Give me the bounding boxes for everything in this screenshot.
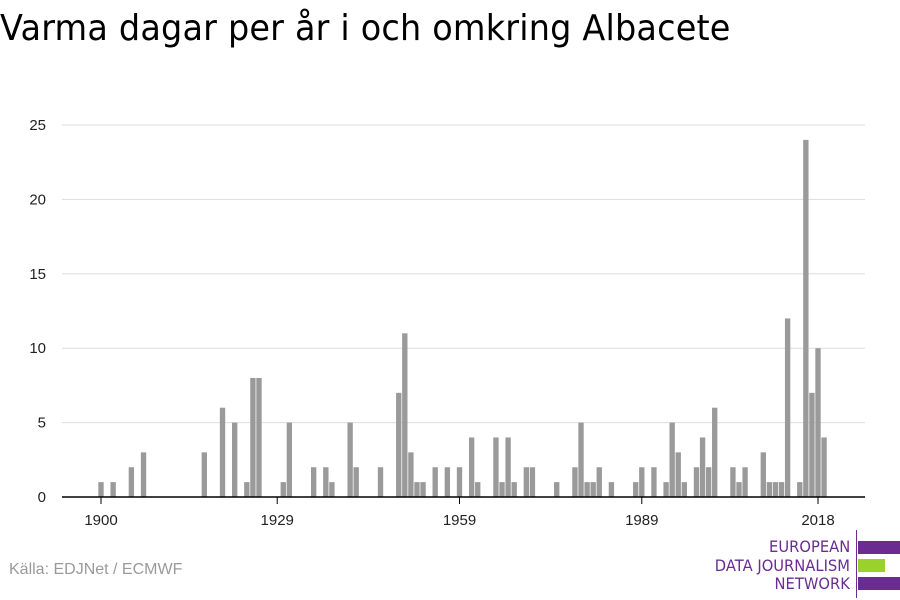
bar xyxy=(256,377,262,497)
bar xyxy=(712,407,718,497)
bar xyxy=(730,467,736,497)
logo-line-data-journalism: DATA JOURNALISM xyxy=(714,556,850,575)
bar xyxy=(250,377,256,497)
bar xyxy=(590,482,596,497)
bar xyxy=(286,422,293,497)
bar xyxy=(347,422,353,497)
bar xyxy=(803,139,809,497)
bar xyxy=(784,318,791,497)
bar xyxy=(201,452,207,497)
bar xyxy=(821,437,827,497)
bar xyxy=(809,392,815,497)
bar xyxy=(572,467,578,497)
bar xyxy=(353,467,359,497)
bar xyxy=(511,482,517,497)
bar xyxy=(444,467,451,497)
bar xyxy=(633,482,639,497)
bar xyxy=(815,348,821,497)
axes: 0 5 10 15 20 25 1900 1929 1959 1989 2018 xyxy=(29,117,865,529)
bar xyxy=(396,392,402,497)
bar xyxy=(475,482,481,497)
bar xyxy=(578,422,584,497)
bar xyxy=(280,482,286,497)
bar xyxy=(797,482,803,497)
bar xyxy=(766,482,773,497)
bar xyxy=(760,452,766,497)
bar xyxy=(529,467,536,497)
bar xyxy=(456,467,463,497)
bar xyxy=(98,482,104,497)
bars xyxy=(98,139,827,497)
bar xyxy=(493,437,499,497)
bar xyxy=(329,482,335,497)
logo-divider xyxy=(856,530,857,598)
logo-line-network: NETWORK xyxy=(774,574,850,593)
logo-bar-middle xyxy=(858,559,885,572)
bar xyxy=(420,482,426,497)
bar xyxy=(128,467,135,497)
bar xyxy=(681,482,687,497)
bar xyxy=(663,482,669,497)
x-tick-label: 1959 xyxy=(443,512,476,529)
bar xyxy=(778,482,785,497)
bar xyxy=(408,452,414,497)
gridlines xyxy=(62,124,865,424)
logo-bar-top xyxy=(858,541,900,554)
bar xyxy=(736,482,742,497)
bar xyxy=(432,467,438,497)
bar xyxy=(219,407,226,497)
x-tick-label: 1989 xyxy=(625,512,658,529)
bar xyxy=(596,467,602,497)
bar xyxy=(669,422,675,497)
y-tick-label: 0 xyxy=(38,489,46,506)
bar xyxy=(402,333,408,497)
source-note: Källa: EDJNet / ECMWF xyxy=(9,561,183,578)
bar xyxy=(693,467,700,497)
y-tick-label: 10 xyxy=(29,340,46,357)
bar xyxy=(584,482,590,497)
bar xyxy=(699,437,706,497)
logo-line-european: EUROPEAN xyxy=(768,537,850,556)
page-title: Varma dagar per år i och omkring Albacet… xyxy=(0,8,731,49)
bar xyxy=(140,452,147,497)
bar xyxy=(232,422,238,497)
bar xyxy=(468,437,475,497)
y-tick-label: 5 xyxy=(38,415,46,432)
y-tick-label: 15 xyxy=(29,266,46,283)
bar xyxy=(244,482,250,497)
bar xyxy=(310,467,317,497)
bar xyxy=(675,452,681,497)
y-tick-label: 20 xyxy=(29,191,46,208)
x-tick-label: 1900 xyxy=(84,512,117,529)
bar xyxy=(705,467,712,497)
logo-bar-bottom xyxy=(858,577,900,590)
bar xyxy=(742,467,748,497)
bar xyxy=(323,467,329,497)
bar xyxy=(499,482,505,497)
y-tick-label: 25 xyxy=(29,117,46,134)
edjnet-logo: EUROPEAN DATA JOURNALISM NETWORK xyxy=(690,528,900,600)
x-tick-label: 2018 xyxy=(801,512,834,529)
bar xyxy=(772,482,779,497)
bar xyxy=(639,467,645,497)
bar xyxy=(414,482,420,497)
bar xyxy=(505,437,511,497)
bar xyxy=(110,482,116,497)
bar xyxy=(377,467,384,497)
x-tick-label: 1929 xyxy=(261,512,294,529)
bar xyxy=(608,482,615,497)
bar xyxy=(554,482,560,497)
bar xyxy=(651,467,657,497)
bar xyxy=(523,467,530,497)
